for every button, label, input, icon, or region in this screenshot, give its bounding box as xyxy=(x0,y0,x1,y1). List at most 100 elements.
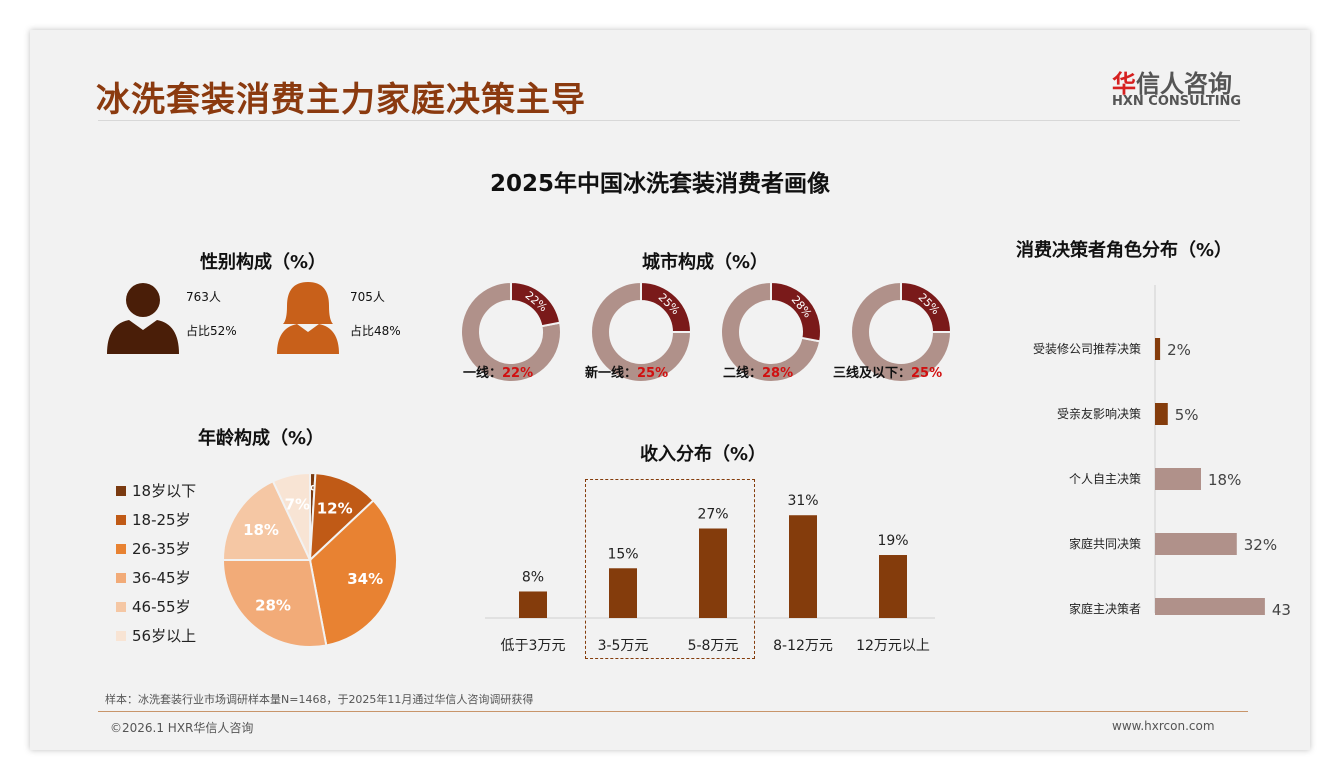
pie-slice xyxy=(271,471,311,561)
y-tick-label: 个人自主决策 xyxy=(1069,472,1141,486)
bar-label: 15% xyxy=(607,546,638,562)
y-tick-label: 家庭共同决策 xyxy=(1069,536,1141,551)
city-label: 新一线：25% xyxy=(585,362,668,381)
x-tick-label: 5-8万元 xyxy=(688,638,739,654)
age-legend: 18岁以下 18-25岁 26-35岁 36-45岁 46-55岁 56岁以上 xyxy=(116,476,196,650)
logo: 华信人咨询 xyxy=(1112,70,1232,98)
legend-swatch xyxy=(116,543,126,554)
pie-label: 34% xyxy=(347,570,383,588)
legend-swatch xyxy=(116,630,126,641)
role-bar xyxy=(1155,468,1201,490)
city-donut: 28% xyxy=(720,280,822,383)
pie-slice xyxy=(221,479,312,561)
city-donut: 22% xyxy=(460,280,562,383)
x-tick-label: 12万元以上 xyxy=(856,638,930,654)
legend-label: 56岁以上 xyxy=(132,627,197,645)
city-value: 25% xyxy=(637,366,669,381)
pie-slice xyxy=(221,559,328,648)
logo-en: HXN CONSULTING xyxy=(1112,94,1242,109)
city-label: 三线及以下：25% xyxy=(833,362,942,381)
age-title: 年龄构成（%） xyxy=(198,428,325,449)
city-donut: 25% xyxy=(590,280,693,383)
role-bar xyxy=(1155,403,1168,425)
divider xyxy=(98,120,1240,121)
donut-rest xyxy=(720,280,822,383)
footer-divider xyxy=(98,711,1248,712)
male-share: 占比52% xyxy=(186,324,237,338)
donut-rest xyxy=(460,280,562,383)
city-label: 一线：22% xyxy=(463,362,533,381)
legend-label: 36-45岁 xyxy=(132,569,191,587)
y-tick-label: 受亲友影响决策 xyxy=(1057,406,1141,421)
bar-label: 5% xyxy=(1175,406,1199,424)
legend-swatch xyxy=(116,601,126,612)
pie-slice xyxy=(308,499,398,647)
y-tick-label: 受装修公司推荐决策 xyxy=(1033,341,1141,356)
city-name: 一线： xyxy=(463,366,503,381)
footer-url: www.hxrcon.com xyxy=(1112,719,1215,733)
income-title: 收入分布（%） xyxy=(640,444,767,465)
bar-label: 2% xyxy=(1167,341,1191,359)
roles-bar-chart: 受装修公司推荐决策 2% 受亲友影响决策 5% 个人自主决策 18% 家庭共同决策 32% 家庭… xyxy=(1033,285,1290,615)
legend-item: 18-25岁 xyxy=(116,505,196,534)
role-bar xyxy=(1155,598,1265,615)
bar-label: 8% xyxy=(522,569,544,585)
city-label: 二线：28% xyxy=(723,362,793,381)
city-value: 28% xyxy=(762,366,794,381)
city-value: 25% xyxy=(911,366,943,381)
role-bar xyxy=(1155,533,1237,555)
slide: 冰洗套装消费主力家庭决策主导 华信人咨询 HXN CONSULTING 2025… xyxy=(30,30,1310,750)
pie-label: 12% xyxy=(317,500,353,518)
bar-label: 43% xyxy=(1272,601,1290,615)
income-bar xyxy=(699,528,727,618)
x-tick-label: 3-5万元 xyxy=(598,638,649,654)
income-bar xyxy=(789,515,817,618)
female-share: 占比48% xyxy=(350,324,401,338)
legend-item: 56岁以上 xyxy=(116,621,196,650)
sample-note: 样本：冰洗套装行业市场调研样本量N=1468，于2025年11月通过华信人咨询调… xyxy=(105,693,534,706)
city-name: 新一线： xyxy=(585,366,638,381)
footer-copyright: ©2026.1 HXR华信人咨询 xyxy=(110,721,254,735)
legend-item: 26-35岁 xyxy=(116,534,196,563)
roles-title: 消费决策者角色分布（%） xyxy=(1016,240,1233,261)
income-bar xyxy=(609,568,637,618)
gender-title: 性别构成（%） xyxy=(200,252,327,273)
donut-slice xyxy=(770,280,822,343)
city-name: 二线： xyxy=(723,366,763,381)
legend-item: 36-45岁 xyxy=(116,563,196,592)
pie-slice xyxy=(308,472,375,563)
income-bar xyxy=(879,555,907,618)
pie-label: 7% xyxy=(285,495,310,513)
pie-label: 28% xyxy=(255,597,291,615)
income-bar xyxy=(519,591,547,618)
main-title: 2025年中国冰洗套装消费者画像 xyxy=(489,171,830,197)
bar-label: 32% xyxy=(1244,536,1277,554)
x-tick-label: 8-12万元 xyxy=(773,638,833,654)
bar-label: 19% xyxy=(877,533,908,549)
pie-label: 18% xyxy=(243,521,279,539)
donut-slice xyxy=(640,280,693,333)
legend-label: 18岁以下 xyxy=(132,482,197,500)
legend-label: 18-25岁 xyxy=(132,511,191,529)
legend-item: 46-55岁 xyxy=(116,592,196,621)
donut-slice xyxy=(510,280,562,328)
legend-swatch xyxy=(116,485,126,496)
female-count: 705人 xyxy=(350,290,385,304)
donut-rest xyxy=(590,280,693,383)
male-count: 763人 xyxy=(186,290,221,304)
bar-label: 27% xyxy=(697,506,728,522)
income-highlight-box xyxy=(585,479,755,659)
legend-label: 46-55岁 xyxy=(132,598,191,616)
bar-label: 18% xyxy=(1208,471,1241,489)
legend-swatch xyxy=(116,514,126,525)
bar-label: 31% xyxy=(787,493,818,509)
donut-slice xyxy=(900,280,953,333)
age-pie-chart: 1%12%34%28%18%7% xyxy=(221,471,398,648)
city-value: 22% xyxy=(502,366,534,381)
city-donuts: 22% 一线：22% 25% 新一线：25% 28% 二线：28% 25% 三线及以下：25% xyxy=(455,280,975,390)
y-tick-label: 家庭主决策者 xyxy=(1069,601,1141,615)
city-donut: 25% xyxy=(850,280,953,383)
legend-label: 26-35岁 xyxy=(132,540,191,558)
city-title: 城市构成（%） xyxy=(642,252,769,273)
donut-rest xyxy=(850,280,953,383)
